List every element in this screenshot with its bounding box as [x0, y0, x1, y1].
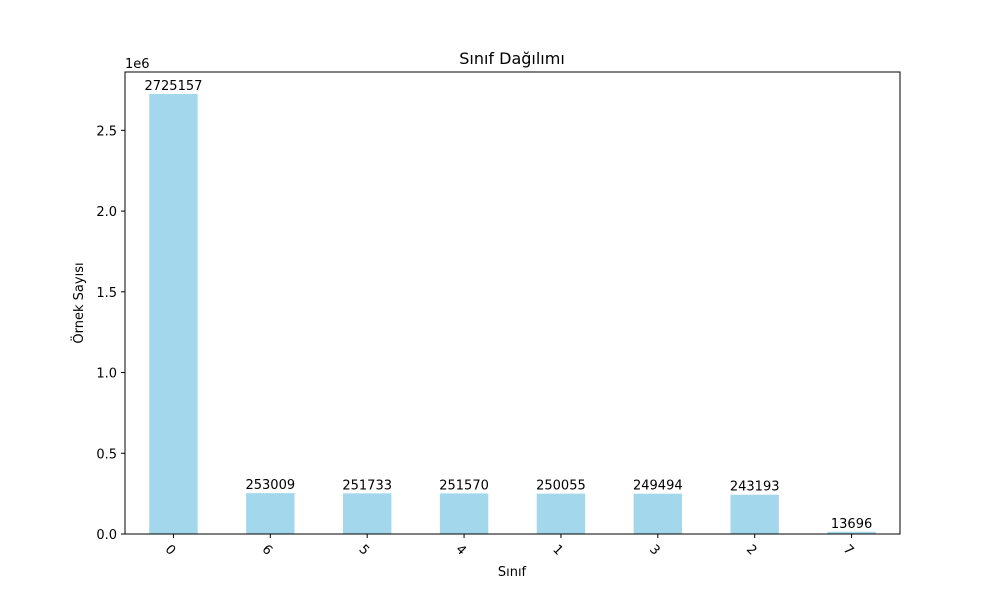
- y-tick-label: 0.0: [96, 528, 117, 543]
- chart-title: Sınıf Dağılımı: [459, 49, 565, 68]
- bar-value-label: 253009: [245, 478, 295, 493]
- bar-value-label: 251733: [342, 478, 392, 493]
- y-tick-label: 2.5: [96, 124, 117, 139]
- plot-frame: [124, 71, 901, 535]
- bar-4: [439, 493, 489, 534]
- bar-6: [246, 493, 295, 534]
- bar-value-label: 249494: [633, 479, 683, 494]
- y-tick-label: 2.0: [96, 205, 117, 220]
- x-tick-label: 5: [356, 542, 372, 558]
- x-tick-label: 4: [452, 542, 468, 558]
- x-tick-label: 2: [743, 542, 759, 558]
- bar-5: [342, 493, 392, 534]
- x-axis-title: Sınıf: [498, 565, 527, 580]
- bar-value-label: 2725157: [144, 79, 202, 94]
- bar-value-label: 243193: [730, 480, 780, 495]
- bar-0: [149, 94, 198, 534]
- bar-2: [730, 494, 779, 534]
- y-tick-label: 1.5: [96, 286, 117, 301]
- y-axis-title: Örnek Sayısı: [70, 262, 87, 343]
- x-tick-label: 6: [259, 542, 275, 558]
- bar-value-label: 13696: [831, 517, 872, 532]
- x-tick-label: 1: [549, 542, 565, 558]
- x-tick-label: 0: [162, 542, 178, 558]
- bar-value-label: 250055: [536, 479, 586, 494]
- bar-7: [827, 531, 876, 534]
- bar-3: [633, 493, 683, 534]
- x-tick-label: 3: [646, 542, 662, 558]
- y-tick-label: 0.5: [96, 447, 117, 462]
- bars-layer: [149, 94, 876, 534]
- bar-value-label: 251570: [439, 478, 489, 493]
- y-scale-note: 1e6: [125, 57, 150, 72]
- x-tick-label: 7: [840, 542, 856, 558]
- y-tick-label: 1.0: [96, 367, 117, 382]
- bar-1: [536, 493, 586, 534]
- labels-layer: 2725157 253009 251733 251570 250055 249494 243…: [144, 79, 872, 532]
